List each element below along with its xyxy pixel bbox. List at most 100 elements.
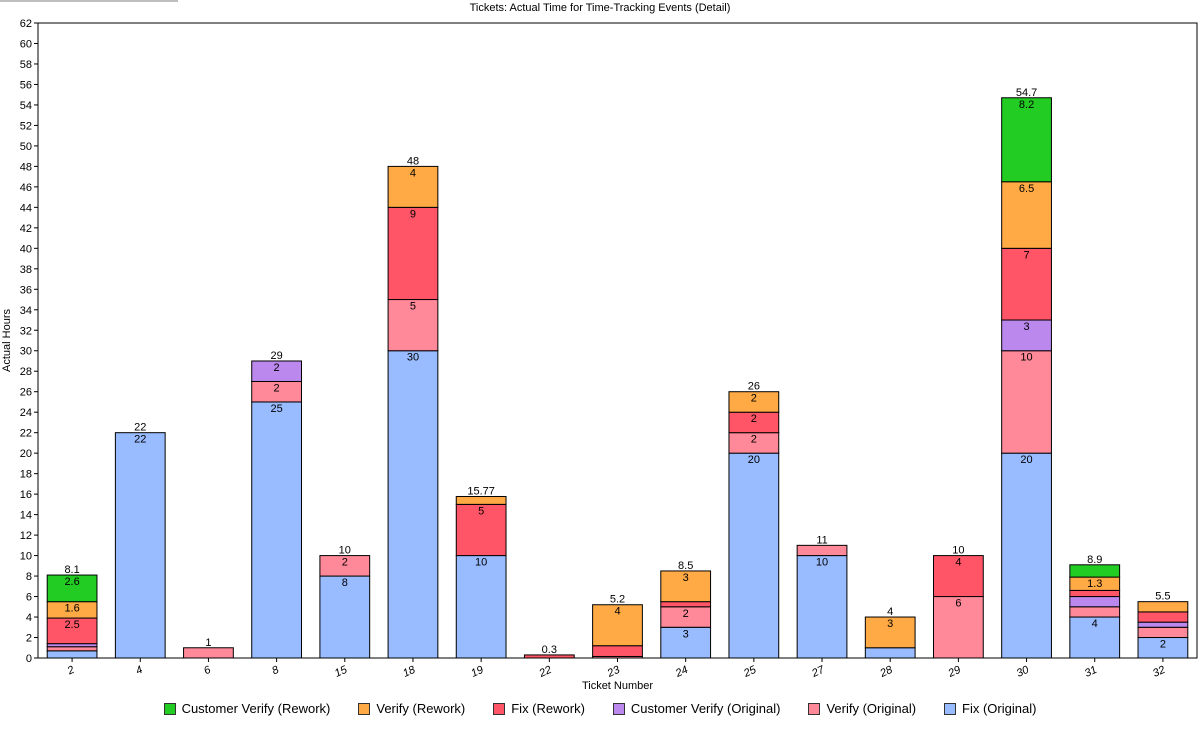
y-tick-label: 38 <box>20 264 32 276</box>
bar-segment <box>1001 452 1052 659</box>
legend-item: Customer Verify (Rework) <box>163 701 330 716</box>
segment-value-label: 2 <box>751 434 757 446</box>
bar-segment <box>455 495 507 505</box>
bar-segment <box>319 575 371 659</box>
x-axis-label: Ticket Number <box>582 680 653 692</box>
y-tick-label: 4 <box>26 612 32 624</box>
segment-value-label: 10 <box>1020 352 1032 364</box>
y-tick-label: 0 <box>26 653 32 665</box>
x-tick-label: 6 <box>202 663 213 677</box>
legend-item: Verify (Original) <box>808 701 916 716</box>
segment-value-label: 5 <box>478 505 484 517</box>
x-tick-label: 27 <box>809 663 827 680</box>
y-tick-label: 26 <box>20 387 32 399</box>
bar-segment <box>592 604 643 647</box>
bar-segment <box>1137 601 1189 613</box>
bar-segment <box>1069 564 1121 578</box>
segment-value-label: 2 <box>274 382 280 394</box>
y-tick-label: 30 <box>20 346 32 358</box>
segment-value-label: 10 <box>475 557 487 569</box>
bar-segment <box>46 574 98 603</box>
bar-segment <box>319 555 371 577</box>
x-tick-label: 15 <box>333 663 350 679</box>
x-tick-label: 4 <box>134 664 145 677</box>
legend-label: Customer Verify (Original) <box>630 701 781 716</box>
y-tick-label: 18 <box>20 469 32 481</box>
y-tick-label: 56 <box>20 79 32 91</box>
bar-segment <box>796 555 848 659</box>
legend-item: Customer Verify (Original) <box>612 701 781 716</box>
segment-value-label: 8 <box>342 577 348 589</box>
bar-segment <box>387 206 439 301</box>
bar-segment <box>114 432 166 659</box>
segment-value-label: 22 <box>134 434 146 446</box>
legend-swatch <box>808 702 821 715</box>
segment-value-label: 2 <box>683 608 689 620</box>
bar-segment <box>1001 350 1052 454</box>
segment-value-label: 5 <box>410 301 416 313</box>
segment-value-label: 3 <box>683 572 689 584</box>
segment-value-label: 3 <box>683 628 689 640</box>
bar-total-label: 5.5 <box>1155 591 1170 603</box>
bar-segment <box>251 401 303 659</box>
y-tick-label: 22 <box>20 428 32 440</box>
y-tick-label: 60 <box>20 38 32 50</box>
x-tick-label: 18 <box>401 663 418 679</box>
x-tick-label: 19 <box>469 664 485 680</box>
bar-total-label: 5.2 <box>610 594 625 606</box>
bar-segment <box>932 555 984 598</box>
x-tick-label: 8 <box>270 663 281 677</box>
segment-value-label: 20 <box>748 454 760 466</box>
bar-segment <box>1137 611 1189 623</box>
segment-value-label: 7 <box>1023 249 1029 261</box>
bar-total-label: 4 <box>887 606 893 618</box>
chart-title: Tickets: Actual Time for Time-Tracking E… <box>469 2 731 14</box>
legend-swatch <box>944 702 957 715</box>
y-tick-label: 46 <box>20 182 32 194</box>
bar-segment <box>387 165 439 208</box>
segment-value-label: 2 <box>274 362 280 374</box>
bar-total-label: 10 <box>339 545 351 557</box>
legend-swatch <box>358 702 371 715</box>
bar-segment <box>796 544 848 557</box>
segment-value-label: 30 <box>407 352 419 364</box>
x-tick-label: 2 <box>65 664 77 678</box>
bar-segment <box>728 452 780 659</box>
segment-value-label: 3 <box>887 618 893 630</box>
y-tick-label: 14 <box>20 510 32 522</box>
bar-segment <box>1069 589 1121 598</box>
legend: Customer Verify (Rework) Verify (Rework) F… <box>0 701 1200 716</box>
y-tick-label: 16 <box>20 489 32 501</box>
segment-value-label: 20 <box>1020 454 1032 466</box>
bar-total-label: 10 <box>952 545 964 557</box>
bar-total-label: 29 <box>270 350 282 362</box>
segment-value-label: 2 <box>342 557 348 569</box>
bar-segment <box>660 570 712 603</box>
bar-total-label: 22 <box>134 422 146 434</box>
segment-value-label: 2 <box>1160 639 1166 651</box>
y-tick-label: 32 <box>20 325 32 337</box>
bar-segment <box>1137 621 1189 628</box>
bar-total-label: 26 <box>748 381 760 393</box>
legend-item: Verify (Rework) <box>358 701 465 716</box>
top-divider <box>0 0 178 2</box>
segment-value-label: 4 <box>614 606 620 618</box>
segment-value-label: 1.6 <box>64 603 79 615</box>
y-tick-label: 24 <box>20 407 32 419</box>
bar-segment <box>864 616 916 649</box>
legend-label: Fix (Original) <box>962 701 1037 716</box>
bar-segment <box>455 503 507 557</box>
segment-value-label: 4 <box>1092 618 1098 630</box>
x-tick-label: 30 <box>1015 663 1032 679</box>
x-tick-label: 31 <box>1083 664 1099 680</box>
y-tick-label: 58 <box>20 59 32 71</box>
segment-value-label: 4 <box>955 557 961 569</box>
segment-value-label: 4 <box>410 167 416 179</box>
y-tick-label: 2 <box>26 633 32 645</box>
segment-value-label: 2 <box>751 413 757 425</box>
segment-value-label: 2.6 <box>64 576 79 588</box>
legend-label: Fix (Rework) <box>511 701 585 716</box>
segment-value-label: 3 <box>1023 321 1029 333</box>
bar-segment <box>46 646 98 652</box>
